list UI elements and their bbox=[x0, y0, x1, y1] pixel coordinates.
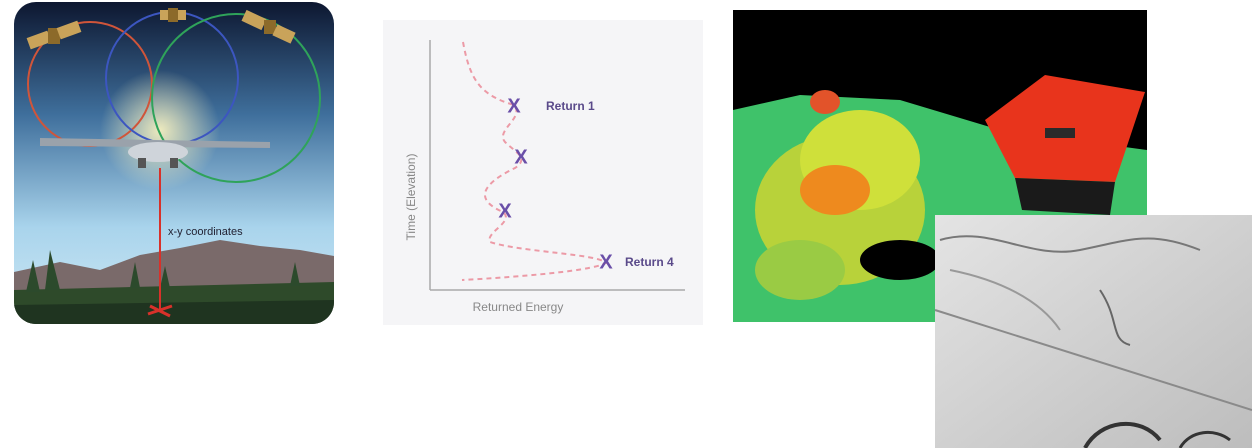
terrain-ridge bbox=[1083, 421, 1162, 448]
airplane bbox=[40, 138, 270, 168]
terrain-ridge bbox=[1099, 289, 1131, 346]
tree-canopy bbox=[755, 240, 845, 300]
orbit-circle bbox=[151, 13, 321, 183]
waveform-panel: X X X X Return 1 Return 4 Time (Elevatio… bbox=[383, 20, 703, 325]
return-label: Return 4 bbox=[625, 255, 674, 269]
building-shadow bbox=[1015, 178, 1115, 215]
terrain-ridge bbox=[1178, 430, 1231, 448]
satellite bbox=[241, 9, 296, 44]
return-marker: X bbox=[498, 200, 512, 222]
hillshade bbox=[934, 215, 1252, 448]
target bbox=[147, 304, 173, 318]
panel-background bbox=[935, 215, 1252, 448]
tree-top bbox=[810, 90, 840, 114]
y-axis-label: Time (Elevation) bbox=[404, 154, 418, 241]
panel-background bbox=[383, 20, 703, 325]
tree-top bbox=[800, 165, 870, 215]
return-label: Return 1 bbox=[546, 99, 595, 113]
lidar-illustration: x-y coordinates bbox=[14, 2, 334, 324]
waveform bbox=[461, 41, 608, 281]
return-marker: X bbox=[507, 95, 521, 117]
return-marker: X bbox=[514, 146, 528, 168]
road bbox=[934, 309, 1252, 411]
ground bbox=[14, 300, 334, 324]
return-marker: X bbox=[599, 251, 613, 273]
satellite bbox=[26, 20, 82, 50]
roof-gap bbox=[1045, 128, 1075, 138]
trees bbox=[26, 250, 300, 292]
beam-label: x-y coordinates bbox=[168, 226, 243, 238]
terrain-ridge bbox=[939, 235, 1201, 253]
gap bbox=[860, 240, 940, 280]
satellite bbox=[160, 8, 186, 22]
terrain-ridge bbox=[949, 269, 1061, 331]
glow bbox=[100, 70, 220, 190]
x-axis-label: Returned Energy bbox=[473, 300, 564, 314]
